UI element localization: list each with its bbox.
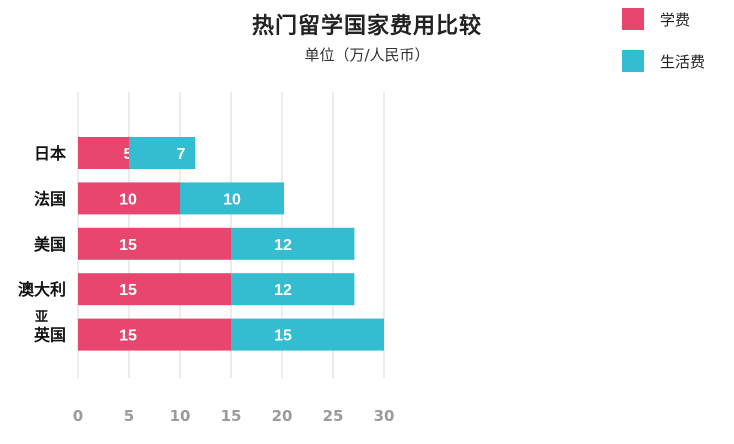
data-label-living: 12 [274, 282, 292, 299]
bar-living [231, 273, 355, 306]
legend-label-tuition: 学费 [660, 10, 691, 29]
x-tick-label: 5 [124, 407, 134, 425]
data-label-living: 12 [274, 237, 292, 254]
y-category-label: 日本 [34, 144, 66, 163]
data-label-tuition: 15 [119, 282, 137, 299]
legend-swatch-living [622, 50, 644, 72]
x-tick-label: 0 [73, 407, 83, 425]
y-category-label: 英国 [33, 326, 66, 345]
bar-living [180, 182, 285, 215]
x-tick-label: 30 [374, 407, 395, 425]
legend-item-tuition[interactable]: 学费 [622, 6, 732, 32]
bar-tuition [78, 182, 180, 215]
data-label-tuition: 10 [119, 191, 137, 208]
bar-tuition [78, 137, 129, 169]
bar-tuition [78, 227, 231, 260]
chart-title: 热门留学国家费用比较 [251, 13, 482, 39]
legend: 学费 生活费 [622, 6, 732, 90]
bar-tuition [78, 273, 231, 306]
y-category-label: 法国 [34, 189, 66, 208]
y-category-label: 美国 [34, 235, 66, 254]
bar-living [231, 318, 384, 351]
legend-swatch-tuition [622, 8, 644, 30]
legend-item-living[interactable]: 生活费 [622, 48, 732, 74]
data-label-living: 7 [177, 146, 186, 163]
y-category-label: 澳大利亚 [18, 280, 66, 325]
data-label-tuition: 15 [119, 237, 137, 254]
bar-living [231, 227, 355, 260]
x-tick-label: 20 [272, 407, 293, 425]
chart-subtitle: 单位（万/人民币） [304, 46, 430, 64]
x-tick-label: 25 [323, 407, 344, 425]
x-tick-label: 15 [221, 407, 242, 425]
data-label-tuition: 5 [124, 146, 133, 163]
legend-label-living: 生活费 [660, 52, 706, 71]
x-tick-label: 10 [170, 407, 191, 425]
bar-living [129, 137, 196, 169]
bar-tuition [78, 318, 231, 351]
data-label-living: 15 [274, 328, 292, 345]
data-label-tuition: 15 [119, 328, 137, 345]
data-label-living: 10 [223, 191, 241, 208]
